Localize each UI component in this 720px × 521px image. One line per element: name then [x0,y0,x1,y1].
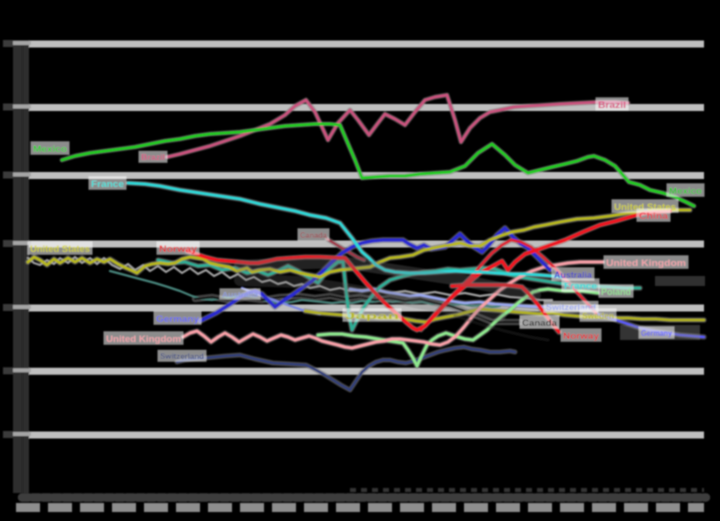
svg-text:Australia: Australia [554,270,593,281]
svg-text:United States: United States [614,202,676,213]
svg-text:France: France [564,281,597,292]
svg-text:France: France [91,179,124,190]
svg-text:Brazil: Brazil [598,100,626,111]
svg-text:Norway: Norway [159,244,198,255]
svg-text:China: China [639,211,669,222]
svg-text:Canada: Canada [300,230,327,240]
svg-text:Mexico: Mexico [669,186,702,197]
svg-text:Switzerland: Switzerland [160,352,204,361]
svg-text:Norway: Norway [563,331,600,342]
svg-text:Brazil: Brazil [141,153,165,162]
svg-text:Switzerland: Switzerland [546,303,596,312]
svg-text:United States: United States [30,244,90,255]
svg-text:Mexico: Mexico [33,144,67,155]
svg-text:United Kingdom: United Kingdom [606,258,686,269]
svg-text:Germany: Germany [641,328,672,338]
svg-text:Germany: Germany [156,314,200,325]
svg-text:United Kingdom: United Kingdom [106,334,181,345]
svg-text:Canada: Canada [522,318,558,329]
svg-text:Japan: Japan [345,311,399,322]
svg-text:Poland: Poland [601,287,631,298]
svg-text:Sweden: Sweden [582,311,614,322]
svg-text:Australia: Australia [222,290,259,299]
